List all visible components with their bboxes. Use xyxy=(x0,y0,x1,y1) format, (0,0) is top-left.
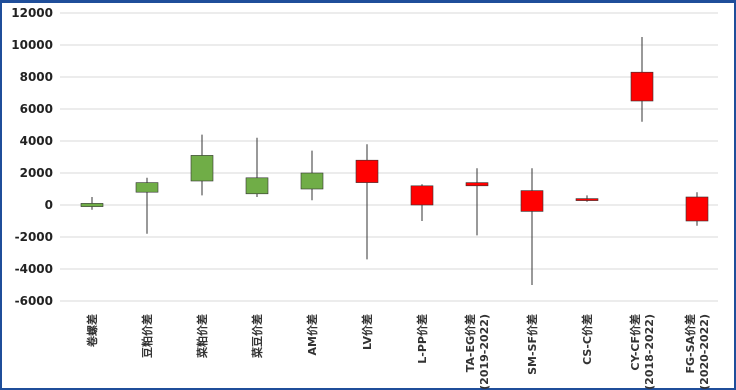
candle xyxy=(80,197,104,210)
candle-body xyxy=(520,190,544,212)
candle-body xyxy=(465,182,489,187)
y-tick-label: 10000 xyxy=(11,38,53,52)
candle-body xyxy=(685,196,709,222)
candle-body xyxy=(245,177,269,195)
candle xyxy=(685,192,709,226)
candle xyxy=(245,137,269,197)
candle xyxy=(190,134,214,196)
y-tick-label: 4000 xyxy=(20,134,53,148)
candle-body xyxy=(80,203,104,207)
candle xyxy=(465,168,489,236)
candle xyxy=(520,168,544,285)
candle xyxy=(355,144,379,260)
x-tick-label: SM-SF价差 xyxy=(525,314,539,375)
x-tick-label: CS-C价差 xyxy=(580,314,594,365)
candle xyxy=(575,195,599,202)
x-tick-label: 豆粕价差 xyxy=(140,314,154,358)
x-tick-label: FG-SA价差 xyxy=(683,314,697,374)
x-tick-label: AM价差 xyxy=(305,314,319,355)
x-tick-label: (2019-2022) xyxy=(478,314,491,389)
candle-body xyxy=(355,159,379,183)
y-tick-label: 8000 xyxy=(20,70,53,84)
candle-body xyxy=(630,71,654,102)
y-tick-label: -4000 xyxy=(15,262,53,276)
candle-body xyxy=(410,185,434,206)
y-tick-label: 0 xyxy=(45,198,53,212)
y-tick-label: -2000 xyxy=(15,230,53,244)
x-tick-label: (2018-2022) xyxy=(643,314,656,389)
x-tick-label: 菜豆价差 xyxy=(250,314,264,359)
candle-body xyxy=(135,182,159,193)
y-tick-label: 12000 xyxy=(11,6,53,20)
candle xyxy=(410,184,434,221)
x-tick-label: CY-CF价差 xyxy=(628,314,642,371)
candles xyxy=(80,37,709,285)
y-axis-ticks: -6000 -4000 -2000 0 2000 4000 6000 8000 10000 120… xyxy=(11,6,53,308)
candle-body xyxy=(575,198,599,201)
y-tick-label: -6000 xyxy=(15,294,53,308)
candle xyxy=(630,37,654,122)
x-tick-label: (2020-2022) xyxy=(698,314,711,389)
x-tick-label: 菜粕价差 xyxy=(195,314,209,359)
candle-body xyxy=(300,172,324,190)
candle xyxy=(135,177,159,234)
x-tick-label: 卷螺差 xyxy=(85,314,99,348)
candle-body xyxy=(190,155,214,182)
y-tick-label: 6000 xyxy=(20,102,53,116)
y-tick-label: 2000 xyxy=(20,166,53,180)
x-tick-label: TA-EG价差 xyxy=(463,314,477,372)
candle xyxy=(300,150,324,201)
x-axis-ticks: 卷螺差 豆粕价差 菜粕价差 菜豆价差 AM价差 LV价差 L-PP价差 TA-EG价差 (201… xyxy=(85,314,711,389)
gridlines xyxy=(60,12,718,302)
x-tick-label: LV价差 xyxy=(360,314,374,350)
x-tick-label: L-PP价差 xyxy=(415,314,429,364)
